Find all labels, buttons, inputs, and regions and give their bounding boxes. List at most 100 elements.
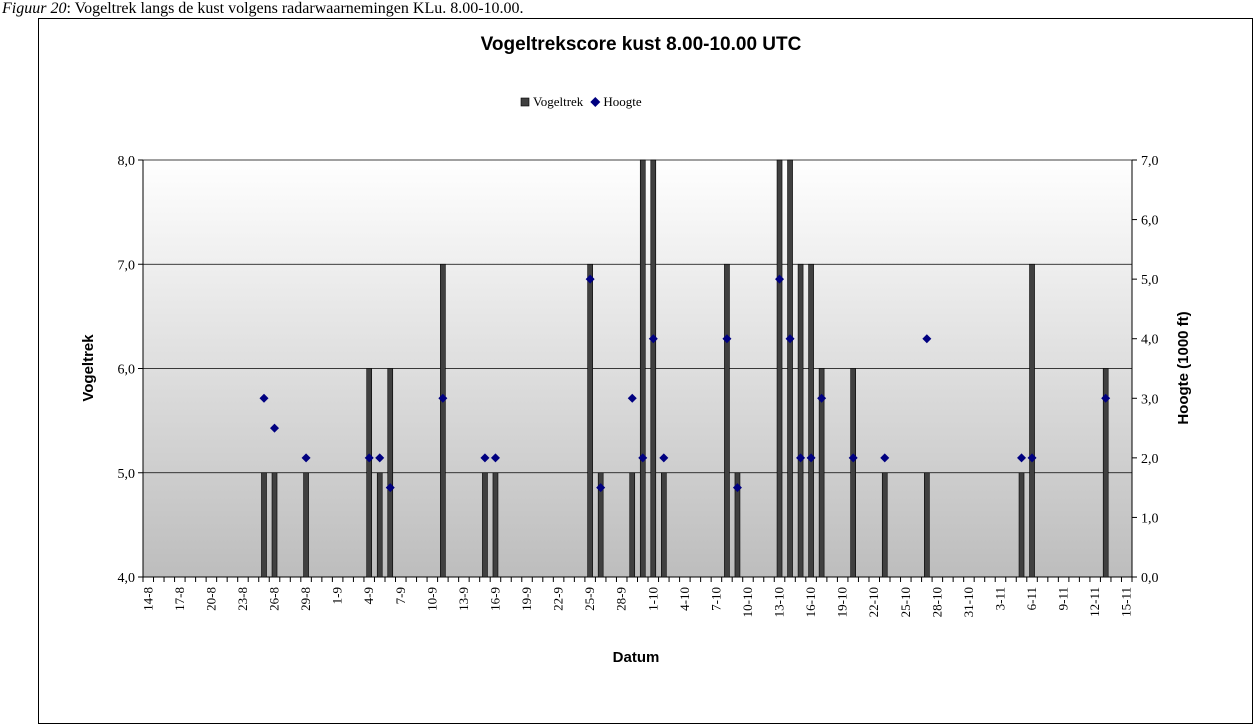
bar: [1102, 368, 1109, 578]
point: [627, 393, 637, 403]
x-tick-label: 31-10: [961, 587, 976, 617]
legend-swatch: [520, 97, 530, 107]
point: [659, 453, 669, 463]
y2-axis-label: Hoogte (1000 ft): [1175, 311, 1192, 424]
x-tick-label: 28-9: [614, 587, 629, 611]
x-tick-label: 22-9: [551, 587, 566, 611]
bar: [650, 159, 657, 578]
y2-tick-label: 6,0: [1141, 214, 1159, 229]
x-tick-label: 22-10: [866, 587, 881, 617]
point: [385, 483, 395, 493]
point: [1027, 453, 1037, 463]
point: [259, 393, 269, 403]
y2-tick-label: 3,0: [1141, 392, 1159, 407]
bar: [881, 472, 888, 578]
legend-label: Vogeltrek: [533, 94, 584, 109]
y-axis-label: Vogeltrek: [80, 334, 97, 402]
point: [301, 453, 311, 463]
bar: [261, 472, 267, 578]
point: [922, 334, 932, 344]
y2-tick-label: 2,0: [1141, 452, 1159, 467]
point: [806, 453, 816, 463]
point: [722, 334, 732, 344]
point: [785, 334, 795, 344]
bar: [1029, 263, 1035, 578]
bar: [482, 472, 488, 578]
x-tick-label: 7-9: [393, 587, 408, 604]
x-tick-label: 1-9: [330, 587, 345, 604]
bar: [924, 472, 930, 578]
bar: [597, 472, 604, 578]
bar: [629, 472, 636, 578]
x-tick-label: 4-10: [677, 587, 692, 611]
bar: [587, 263, 593, 578]
bar: [724, 263, 730, 578]
y-tick-label: 4,0: [118, 571, 136, 586]
point: [638, 453, 648, 463]
y2-tick-label: 1,0: [1141, 511, 1159, 526]
legend-label: Hoogte: [603, 94, 642, 109]
bar: [376, 472, 383, 578]
point: [796, 453, 806, 463]
bar: [366, 368, 373, 578]
point: [585, 274, 595, 284]
bar: [776, 159, 783, 578]
bar: [661, 472, 667, 578]
x-tick-label: 12-11: [1087, 587, 1102, 617]
bar: [818, 368, 825, 578]
x-tick-label: 19-10: [835, 587, 850, 617]
point: [880, 453, 890, 463]
x-axis-label: Datum: [613, 649, 660, 666]
x-tick-label: 15-11: [1119, 587, 1134, 617]
bar: [734, 472, 741, 578]
point: [438, 393, 448, 403]
point: [270, 423, 280, 433]
x-tick-label: 17-8: [172, 587, 187, 611]
bar: [492, 472, 499, 578]
point: [596, 483, 606, 493]
y2-tick-label: 0,0: [1141, 571, 1159, 586]
caption-label: Figuur 20: [1, 0, 66, 17]
x-tick-label: 1-10: [645, 587, 660, 611]
point: [375, 453, 385, 463]
y-tick-label: 7,0: [118, 258, 136, 273]
point: [490, 453, 500, 463]
x-tick-label: 16-10: [803, 587, 818, 617]
x-tick-label: 28-10: [929, 587, 944, 617]
x-tick-label: 26-8: [267, 587, 282, 611]
bar: [850, 368, 856, 578]
x-tick-label: 29-8: [298, 587, 313, 611]
point: [1017, 453, 1027, 463]
y2-tick-label: 4,0: [1141, 333, 1159, 348]
x-tick-label: 7-10: [708, 587, 723, 611]
bar: [303, 472, 309, 578]
point: [817, 393, 827, 403]
bar: [387, 368, 394, 578]
legend-swatch: [590, 97, 601, 107]
x-tick-label: 25-10: [898, 587, 913, 617]
x-tick-label: 20-8: [203, 587, 218, 611]
x-tick-label: 13-9: [456, 587, 471, 611]
bar: [808, 263, 814, 578]
bar: [639, 159, 646, 578]
x-tick-label: 9-11: [1056, 587, 1071, 610]
point: [775, 274, 785, 284]
x-tick-label: 25-9: [582, 587, 597, 611]
y-tick-label: 6,0: [118, 363, 136, 378]
point: [732, 483, 742, 493]
y-tick-label: 5,0: [118, 467, 136, 482]
bar: [271, 472, 278, 578]
y2-tick-label: 7,0: [1141, 154, 1159, 169]
bar: [1018, 472, 1025, 578]
bar: [440, 263, 446, 578]
point: [848, 453, 858, 463]
x-tick-label: 10-9: [424, 587, 439, 611]
x-tick-label: 3-11: [992, 587, 1007, 610]
point: [364, 453, 374, 463]
point: [480, 453, 490, 463]
x-tick-label: 4-9: [361, 587, 376, 604]
bar: [787, 159, 793, 578]
x-tick-label: 10-10: [740, 587, 755, 617]
chart-title: Vogeltrekscore kust 8.00-10.00 UTC: [481, 34, 802, 55]
